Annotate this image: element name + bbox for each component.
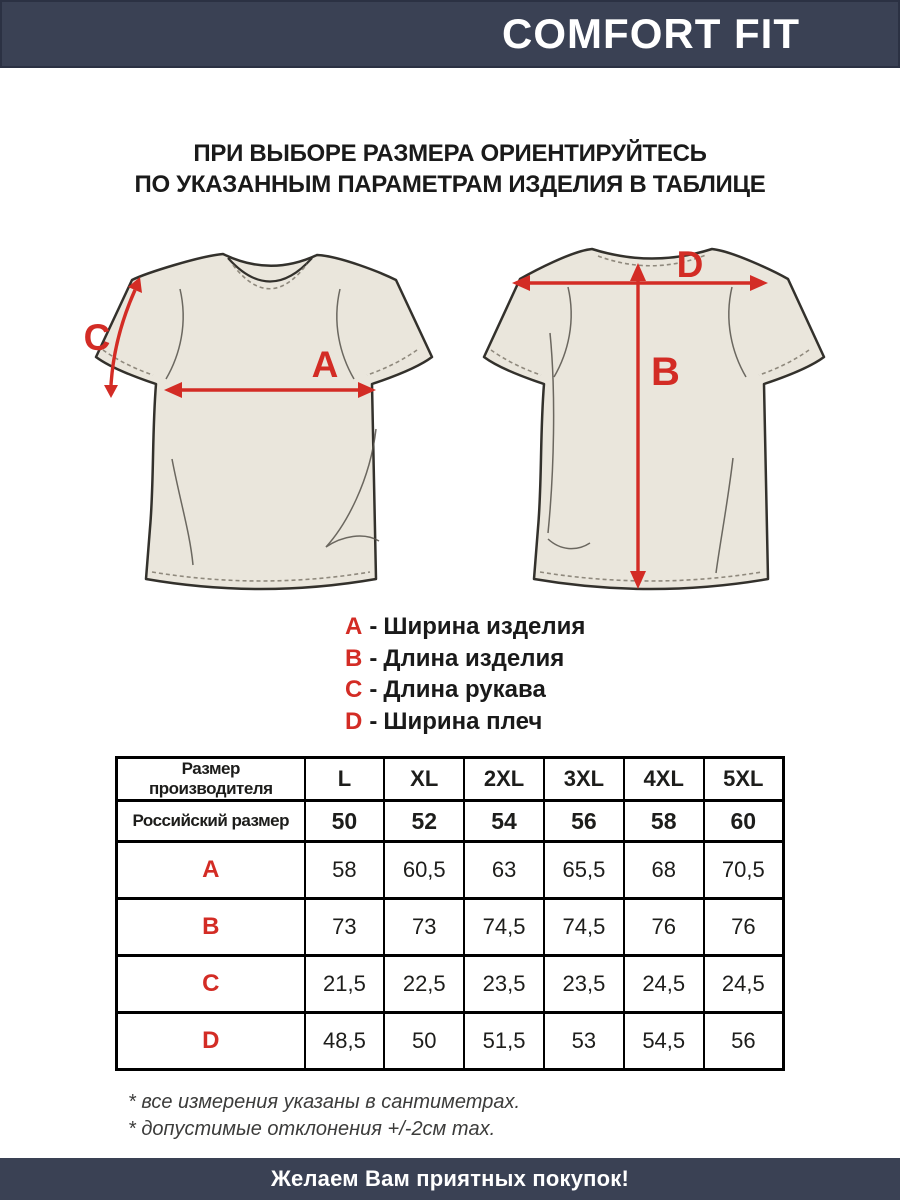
measure-value-cell: 74,5 [463,897,545,957]
measure-value-cell: 24,5 [702,954,785,1014]
measure-arrow-c [104,277,142,398]
intro-line-1: ПРИ ВЫБОРЕ РАЗМЕРА ОРИЕНТИРУЙТЕСЬ [193,140,707,167]
footnote-tolerance: * допустимые отклонения +/-2см max. [128,1118,496,1140]
footer-message: Желаем Вам приятных покупок! [270,1166,630,1191]
russian-size-cell: 52 [383,799,466,843]
measure-key-cell: C [115,954,306,1014]
russian-size-cell: 50 [303,799,386,843]
table-row-manufacturer-sizes: Размер производителя L XL 2XL 3XL 4XL 5X… [115,756,785,802]
measure-value-cell: 60,5 [383,840,466,900]
table-row-measure-c: C 21,5 22,5 23,5 23,5 24,5 24,5 [115,954,785,1014]
measure-value-cell: 76 [702,897,785,957]
front-shirt-outline [94,252,434,591]
measure-label-a: A [312,344,339,385]
measure-value-cell: 50 [383,1011,466,1071]
measure-value-cell: 76 [622,897,705,957]
measure-key-cell: B [115,897,306,957]
legend-label: Длина изделия [383,644,565,672]
russian-size-cell: 54 [463,799,545,843]
table-header-manufacturer: Размер производителя [115,756,306,802]
measure-arrow-d [512,275,768,291]
legend-separator: - [369,644,378,672]
legend-separator: - [369,613,378,640]
measure-value-cell: 24,5 [622,954,705,1014]
legend-key: C [345,676,363,703]
measure-value-cell: 22,5 [383,954,466,1014]
legend-label: Ширина изделия [383,613,586,640]
measure-value-cell: 63 [463,840,545,900]
tshirt-front-diagram: A C [84,252,434,591]
legend-label: Длина рукава [383,676,546,703]
size-cell: L [303,756,386,802]
back-fabric-fold-lines [547,286,747,574]
legend-separator: - [369,676,378,703]
measurement-legend: A - Ширина изделия B - Длина изделия C - Длина… [345,611,585,737]
size-cell: 4XL [622,756,705,802]
measure-value-cell: 73 [383,897,466,957]
measure-value-cell: 65,5 [542,840,625,900]
brand-title: COMFORT FIT [502,10,800,57]
measure-label-c: C [84,317,111,358]
table-row-russian-sizes: Российский размер 50 52 54 56 58 60 [115,799,785,843]
measure-key-cell: D [115,1011,306,1071]
legend-key: D [345,707,363,735]
table-row-measure-a: A 58 60,5 63 65,5 68 70,5 [115,840,785,900]
back-stitch-lines [490,254,810,582]
legend-item-a: A - Ширина изделия [345,611,585,643]
table-header-russian: Российский размер [115,799,306,843]
measure-label-b: B [651,350,680,394]
measure-value-cell: 23,5 [463,954,545,1014]
measure-arrow-a [164,382,376,398]
russian-size-cell: 56 [542,799,625,843]
russian-size-cell: 60 [702,799,785,843]
size-table: Размер производителя L XL 2XL 3XL 4XL 5X… [115,756,785,1071]
footer-bar: Желаем Вам приятных покупок! [0,1158,900,1200]
measure-arrow-b [630,263,646,589]
legend-separator: - [369,707,378,735]
legend-item-d: D - Ширина плеч [345,706,585,738]
legend-item-b: B - Длина изделия [345,643,585,675]
measure-value-cell: 74,5 [542,897,625,957]
legend-item-c: C - Длина рукава [345,674,585,706]
measure-value-cell: 48,5 [303,1011,386,1071]
legend-key: B [345,644,363,672]
measure-label-d: D [677,244,704,285]
measure-value-cell: 68 [622,840,705,900]
measure-value-cell: 70,5 [702,840,785,900]
russian-size-cell: 58 [622,799,705,843]
measure-key-cell: A [115,840,306,900]
front-stitch-lines [102,263,418,582]
measure-value-cell: 53 [542,1011,625,1071]
back-shirt-outline [482,247,826,591]
table-row-measure-d: D 48,5 50 51,5 53 54,5 56 [115,1011,785,1071]
legend-key: A [345,613,363,640]
footnotes: * все измерения указаны в сантиметрах. *… [128,1089,520,1143]
size-cell: 5XL [702,756,785,802]
measure-value-cell: 23,5 [542,954,625,1014]
header-bar: COMFORT FIT [0,0,900,68]
intro-heading: ПРИ ВЫБОРЕ РАЗМЕРА ОРИЕНТИРУЙТЕСЬ ПО УКА… [0,138,900,200]
measure-value-cell: 58 [303,840,386,900]
measure-value-cell: 51,5 [463,1011,545,1071]
front-fabric-fold-lines [165,288,380,566]
intro-line-2: ПО УКАЗАННЫМ ПАРАМЕТРАМ ИЗДЕЛИЯ В ТАБЛИЦ… [134,171,766,198]
footnote-units: * все измерения указаны в сантиметрах. [128,1091,521,1113]
tshirt-back-diagram: D B [482,244,826,591]
size-cell: 3XL [542,756,625,802]
table-row-measure-b: B 73 73 74,5 74,5 76 76 [115,897,785,957]
front-collar-band [227,257,313,283]
measure-value-cell: 54,5 [622,1011,705,1071]
tshirt-diagrams: A C [80,233,830,605]
measure-value-cell: 21,5 [303,954,386,1014]
measure-value-cell: 56 [702,1011,785,1071]
size-cell: 2XL [463,756,545,802]
size-cell: XL [383,756,466,802]
measure-value-cell: 73 [303,897,386,957]
legend-label: Ширина плеч [383,707,543,735]
